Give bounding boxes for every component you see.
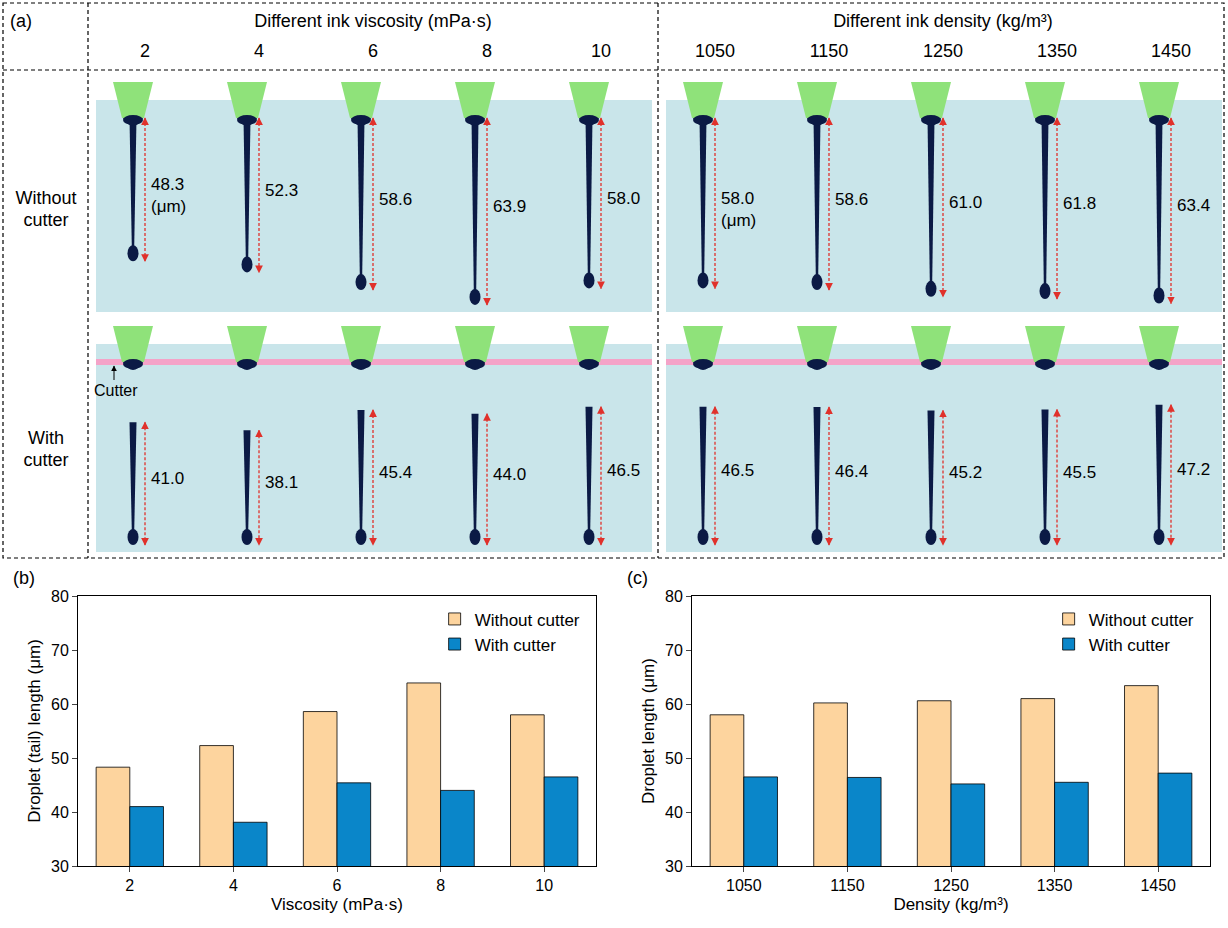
svg-text:38.1: 38.1 (265, 473, 298, 492)
svg-text:4: 4 (229, 877, 238, 894)
svg-text:Without: Without (15, 188, 76, 208)
svg-text:10: 10 (591, 41, 611, 61)
svg-text:(a): (a) (10, 11, 32, 31)
svg-text:With cutter: With cutter (1089, 636, 1171, 655)
svg-text:41.0: 41.0 (151, 469, 184, 488)
svg-text:70: 70 (51, 642, 69, 659)
svg-text:63.9: 63.9 (493, 197, 526, 216)
svg-text:1050: 1050 (695, 41, 735, 61)
svg-text:(b): (b) (13, 568, 35, 588)
svg-text:46.4: 46.4 (835, 462, 868, 481)
svg-text:1250: 1250 (933, 877, 969, 894)
svg-text:70: 70 (665, 642, 683, 659)
svg-text:Without cutter: Without cutter (1089, 611, 1194, 630)
svg-text:1350: 1350 (1037, 877, 1073, 894)
svg-text:50: 50 (51, 750, 69, 767)
svg-text:1150: 1150 (830, 877, 865, 894)
svg-text:8: 8 (482, 41, 492, 61)
svg-text:(μm): (μm) (721, 211, 756, 230)
svg-text:30: 30 (665, 858, 683, 875)
svg-text:61.0: 61.0 (949, 193, 982, 212)
svg-text:(c): (c) (627, 568, 648, 588)
svg-text:50: 50 (665, 750, 683, 767)
svg-text:1050: 1050 (726, 877, 762, 894)
svg-text:58.0: 58.0 (721, 189, 754, 208)
svg-text:58.0: 58.0 (607, 189, 640, 208)
svg-text:47.2: 47.2 (1177, 460, 1210, 479)
svg-text:1350: 1350 (1037, 41, 1077, 61)
svg-text:58.6: 58.6 (835, 190, 868, 209)
svg-text:1450: 1450 (1140, 877, 1176, 894)
svg-text:cutter: cutter (23, 210, 68, 230)
svg-text:6: 6 (368, 41, 378, 61)
svg-text:10: 10 (535, 877, 553, 894)
svg-text:52.3: 52.3 (265, 181, 298, 200)
svg-text:4: 4 (254, 41, 264, 61)
svg-text:60: 60 (665, 696, 683, 713)
svg-text:45.5: 45.5 (1063, 463, 1096, 482)
svg-text:8: 8 (436, 877, 445, 894)
svg-text:Viscosity (mPa·s): Viscosity (mPa·s) (271, 895, 403, 914)
svg-text:With cutter: With cutter (475, 636, 557, 655)
svg-text:Droplet length (μm): Droplet length (μm) (639, 658, 658, 804)
svg-text:Density (kg/m³): Density (kg/m³) (893, 895, 1008, 914)
svg-text:1250: 1250 (923, 41, 963, 61)
svg-text:Cutter: Cutter (94, 382, 138, 399)
svg-text:6: 6 (333, 877, 342, 894)
svg-text:Different ink viscosity (mPa·s: Different ink viscosity (mPa·s) (254, 11, 492, 31)
svg-text:Without cutter: Without cutter (475, 611, 580, 630)
svg-text:61.8: 61.8 (1063, 194, 1096, 213)
svg-text:1150: 1150 (810, 41, 849, 61)
svg-text:48.3: 48.3 (151, 175, 184, 194)
svg-text:2: 2 (140, 41, 150, 61)
svg-text:cutter: cutter (23, 450, 68, 470)
svg-text:(μm): (μm) (151, 197, 186, 216)
svg-text:46.5: 46.5 (721, 461, 754, 480)
svg-text:46.5: 46.5 (607, 461, 640, 480)
svg-text:40: 40 (665, 804, 683, 821)
svg-text:With: With (28, 428, 64, 448)
svg-text:44.0: 44.0 (493, 465, 526, 484)
svg-text:30: 30 (51, 858, 69, 875)
svg-text:2: 2 (125, 877, 134, 894)
svg-text:Different ink density (kg/m³): Different ink density (kg/m³) (833, 11, 1053, 31)
svg-text:Droplet (tail) length (μm): Droplet (tail) length (μm) (25, 639, 44, 823)
svg-text:63.4: 63.4 (1177, 196, 1210, 215)
svg-text:45.2: 45.2 (949, 463, 982, 482)
svg-text:1450: 1450 (1151, 41, 1191, 61)
svg-text:45.4: 45.4 (379, 463, 412, 482)
svg-text:40: 40 (51, 804, 69, 821)
svg-text:60: 60 (51, 696, 69, 713)
svg-text:80: 80 (51, 588, 69, 605)
svg-text:80: 80 (665, 588, 683, 605)
svg-text:58.6: 58.6 (379, 190, 412, 209)
